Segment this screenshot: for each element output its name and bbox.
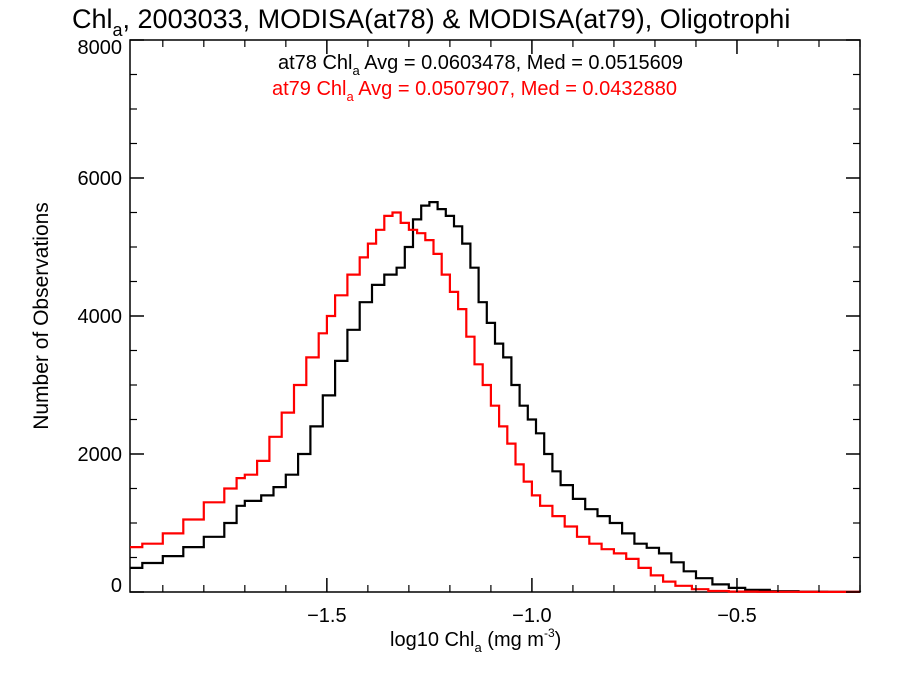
series-line-at79 xyxy=(130,211,860,593)
series-line-at78 xyxy=(130,201,862,593)
x-tick-label: −0.5 xyxy=(717,605,756,627)
y-tick-label: 0 xyxy=(111,575,122,597)
y-tick-label: 8000 xyxy=(78,37,123,59)
y-tick-label: 4000 xyxy=(78,306,123,328)
x-axis-label: log10 Chla (mg m-3) xyxy=(390,626,561,655)
plot-frame xyxy=(129,39,861,593)
y-tick-label: 2000 xyxy=(78,444,123,466)
y-tick-label: 6000 xyxy=(78,168,123,190)
legend-at78: at78 Chla Avg = 0.0603478, Med = 0.05156… xyxy=(278,52,683,78)
x-tick-label: −1.0 xyxy=(512,605,551,627)
y-axis-label: Number of Observations xyxy=(30,202,53,430)
axis-layer: −1.5 −1.0 −0.5 0 2000 4000 6000 8000 xyxy=(78,37,861,627)
legend-at79: at79 Chla Avg = 0.0507907, Med = 0.04328… xyxy=(272,78,677,104)
series-layer xyxy=(130,201,862,593)
chart-title: Chla, 2003033, MODISA(at78) & MODISA(at7… xyxy=(72,4,790,40)
x-tick-label: −1.5 xyxy=(307,605,346,627)
